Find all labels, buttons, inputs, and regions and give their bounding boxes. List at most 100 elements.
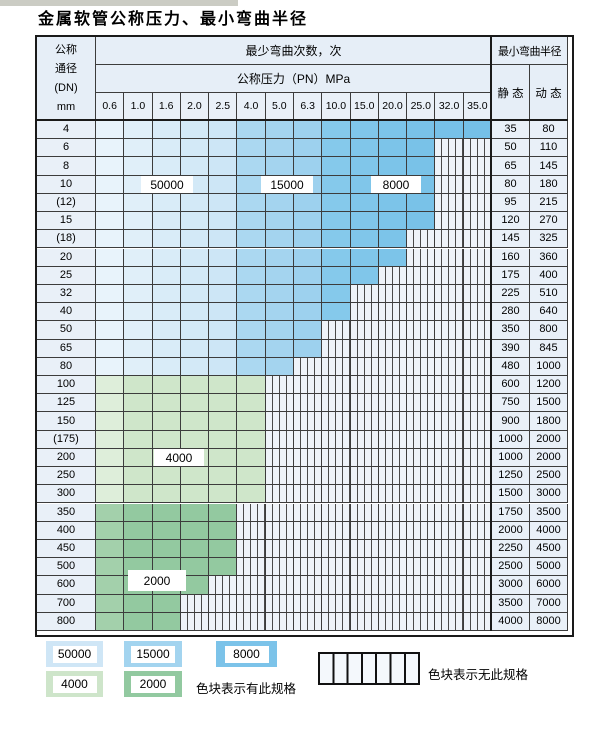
cycle-cell — [209, 212, 238, 231]
zone-label-15000: 15000 — [261, 176, 313, 193]
cycle-cell — [265, 284, 294, 304]
no-spec-hatch-cell — [265, 448, 294, 468]
dn-cell: 20 — [37, 248, 96, 267]
cycle-cell — [152, 339, 181, 358]
static-radius-cell: 900 — [492, 412, 530, 431]
no-spec-hatch-cell — [407, 448, 436, 468]
no-spec-hatch-cell — [435, 303, 464, 322]
cycle-cell — [124, 339, 153, 358]
no-spec-hatch-cell — [463, 212, 492, 231]
legend-swatch-label: 15000 — [131, 645, 175, 663]
no-spec-hatch-cell — [322, 321, 351, 340]
cycle-cell — [180, 193, 210, 213]
cycle-cell — [237, 430, 266, 449]
dynamic-radius-cell: 360 — [530, 248, 568, 267]
dynamic-radius-cell: 510 — [530, 284, 568, 304]
cycle-cell — [96, 139, 125, 158]
cycle-cell — [180, 430, 210, 449]
dynamic-radius-cell: 3500 — [530, 503, 568, 522]
no-spec-hatch-cell — [265, 503, 294, 522]
cycle-cell — [237, 321, 266, 340]
no-spec-hatch-cell — [435, 467, 464, 486]
no-spec-hatch-cell — [294, 430, 323, 449]
no-spec-hatch-cell — [322, 376, 351, 395]
no-spec-hatch-cell — [407, 612, 436, 631]
no-spec-hatch-cell — [463, 594, 492, 613]
no-spec-hatch-cell — [407, 266, 436, 285]
pressure-header-cell-10.0: 10.0 — [322, 93, 351, 121]
no-spec-hatch-cell — [350, 576, 379, 595]
no-spec-hatch-cell — [407, 284, 436, 304]
no-spec-hatch-cell — [435, 430, 464, 449]
dn-cell: 4 — [37, 121, 96, 140]
pressure-header-cell-2.0: 2.0 — [180, 93, 210, 121]
cycle-cell — [265, 121, 294, 140]
no-spec-hatch-cell — [435, 558, 464, 577]
legend-has-spec-note: 色块表示有此规格 — [196, 682, 297, 696]
static-radius-cell: 2250 — [492, 539, 530, 559]
cycle-cell — [124, 394, 153, 413]
cycle-cell — [180, 412, 210, 431]
bend-cycles-header: 最少弯曲次数，次 — [96, 37, 492, 65]
cycle-cell — [294, 230, 323, 249]
dn-cell: 700 — [37, 594, 96, 613]
dn-cell: 400 — [37, 521, 96, 540]
cycle-cell — [152, 485, 181, 504]
dn-cell: 800 — [37, 612, 96, 631]
cycle-cell — [294, 266, 323, 285]
legend-swatch-label: 50000 — [52, 645, 97, 663]
cycle-cell — [294, 284, 323, 304]
dn-cell: 200 — [37, 448, 96, 468]
no-spec-hatch-cell — [378, 412, 408, 431]
no-spec-hatch-cell — [463, 321, 492, 340]
cycle-cell — [124, 193, 153, 213]
cycle-cell — [124, 448, 153, 468]
scan-edge-strip — [0, 0, 238, 6]
cycle-cell — [209, 376, 238, 395]
no-spec-hatch-cell — [463, 248, 492, 267]
legend-hatch-sample — [318, 652, 420, 685]
no-spec-hatch-cell — [294, 448, 323, 468]
cycle-cell — [237, 284, 266, 304]
cycle-cell — [265, 357, 294, 376]
dynamic-column-header: 动 态 — [530, 65, 568, 121]
no-spec-hatch-cell — [435, 594, 464, 613]
cycle-cell — [435, 121, 464, 140]
corner-line-2: 通径 — [55, 63, 77, 75]
no-spec-hatch-cell — [435, 139, 464, 158]
no-spec-hatch-cell — [294, 467, 323, 486]
legend-swatch-8000: 8000 — [216, 641, 277, 667]
cycle-cell — [96, 394, 125, 413]
cycle-cell — [350, 139, 379, 158]
cycle-cell — [152, 357, 181, 376]
no-spec-hatch-cell — [407, 376, 436, 395]
no-spec-hatch-cell — [378, 521, 408, 540]
no-spec-hatch-cell — [350, 612, 379, 631]
pressure-header-cell-4.0: 4.0 — [237, 93, 266, 121]
legend-swatch-label: 4000 — [52, 675, 97, 693]
cycle-cell — [124, 503, 153, 522]
cycle-cell — [96, 503, 125, 522]
no-spec-hatch-cell — [378, 266, 408, 285]
cycle-cell — [265, 212, 294, 231]
no-spec-hatch-cell — [322, 357, 351, 376]
no-spec-hatch-cell — [378, 430, 408, 449]
pressure-header: 公称压力（PN）MPa — [96, 65, 492, 93]
static-radius-cell: 2000 — [492, 521, 530, 540]
dn-cell: (175) — [37, 430, 96, 449]
cycle-cell — [237, 467, 266, 486]
no-spec-hatch-cell — [407, 558, 436, 577]
cycle-cell — [407, 121, 436, 140]
dynamic-radius-cell: 800 — [530, 321, 568, 340]
no-spec-hatch-cell — [435, 576, 464, 595]
no-spec-hatch-cell — [378, 612, 408, 631]
cycle-cell — [209, 266, 238, 285]
no-spec-hatch-cell — [463, 448, 492, 468]
no-spec-hatch-cell — [463, 266, 492, 285]
no-spec-hatch-cell — [435, 412, 464, 431]
cycle-cell — [237, 266, 266, 285]
cycle-cell — [96, 430, 125, 449]
no-spec-hatch-cell — [322, 539, 351, 559]
no-spec-hatch-cell — [294, 539, 323, 559]
cycle-cell — [152, 539, 181, 559]
